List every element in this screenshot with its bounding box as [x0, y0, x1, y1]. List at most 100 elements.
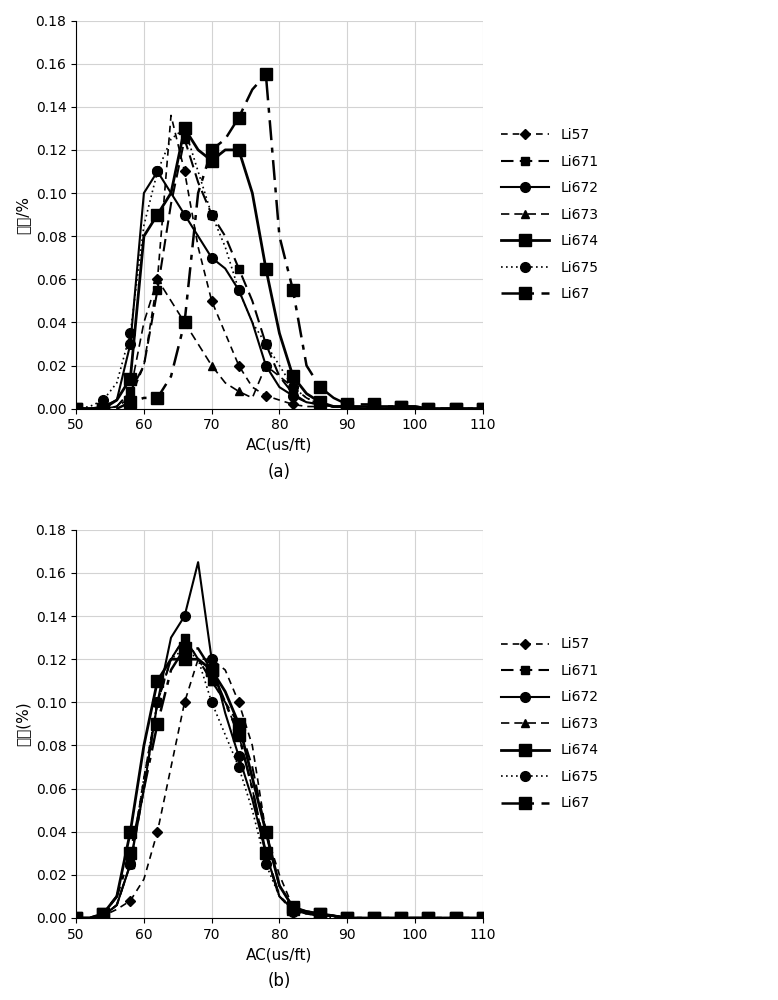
Li57	[247, 381, 257, 393]
Li67	[342, 912, 352, 924]
Li671	[180, 133, 189, 145]
Li675	[220, 729, 230, 741]
Li671	[194, 653, 203, 665]
Li672	[99, 910, 108, 922]
Li671	[126, 858, 135, 870]
Li673	[194, 338, 203, 350]
Li671	[99, 403, 108, 415]
Li674	[437, 403, 447, 415]
Li674	[464, 403, 474, 415]
Li675	[72, 912, 81, 924]
Li675	[112, 377, 121, 389]
Li673	[356, 403, 366, 415]
Li675	[261, 858, 271, 870]
X-axis label: AC(us/ft): AC(us/ft)	[246, 438, 313, 453]
Li67	[166, 370, 176, 382]
Li671	[247, 295, 257, 307]
Li57	[207, 295, 216, 307]
Li674	[397, 912, 406, 924]
Line: Li675: Li675	[72, 644, 488, 923]
Li674	[451, 912, 461, 924]
Li57	[410, 403, 419, 415]
Li671	[397, 912, 406, 924]
Li672	[247, 316, 257, 328]
Li674	[247, 772, 257, 784]
Li675	[261, 338, 271, 350]
Li57	[85, 403, 94, 415]
Li671	[424, 403, 433, 415]
Li675	[139, 219, 149, 231]
Li672	[152, 696, 162, 708]
Li67	[220, 696, 230, 708]
Li674	[329, 401, 338, 413]
Li674	[478, 403, 487, 415]
Li67	[166, 664, 176, 676]
Li672	[289, 390, 298, 402]
Li67	[126, 396, 135, 408]
Li672	[424, 403, 433, 415]
Li674	[234, 718, 244, 730]
Li675	[180, 122, 189, 134]
Li671	[410, 403, 419, 415]
Li67	[356, 398, 366, 410]
Li673	[275, 370, 284, 382]
Li675	[424, 403, 433, 415]
Li67	[72, 403, 81, 415]
Li675	[437, 912, 447, 924]
Li671	[342, 401, 352, 413]
Li675	[275, 890, 284, 902]
Li57	[315, 908, 324, 920]
Li57	[424, 403, 433, 415]
Li67	[424, 912, 433, 924]
Li674	[289, 370, 298, 382]
Line: Li672: Li672	[72, 557, 488, 923]
Li672	[72, 912, 81, 924]
Li674	[451, 403, 461, 415]
Li672	[315, 910, 324, 922]
Li57	[247, 739, 257, 751]
Li672	[356, 912, 366, 924]
Li674	[220, 144, 230, 156]
Li67	[410, 401, 419, 413]
Li675	[152, 165, 162, 177]
Li671	[152, 696, 162, 708]
Li57	[315, 401, 324, 413]
Li671	[383, 403, 392, 415]
Li675	[289, 906, 298, 918]
Li57	[194, 653, 203, 665]
Li674	[424, 912, 433, 924]
Li674	[85, 403, 94, 415]
Li671	[437, 403, 447, 415]
Li673	[451, 403, 461, 415]
Li674	[397, 401, 406, 413]
Li674	[85, 912, 94, 924]
Li673	[139, 772, 149, 784]
Li67	[464, 912, 474, 924]
Li57	[72, 403, 81, 415]
Li57	[220, 664, 230, 676]
Li673	[397, 403, 406, 415]
Li67	[247, 783, 257, 795]
Li675	[370, 403, 379, 415]
Li674	[152, 675, 162, 687]
Li57	[261, 826, 271, 838]
Li67	[356, 912, 366, 924]
Li675	[234, 761, 244, 773]
Li674	[478, 912, 487, 924]
Li67	[99, 908, 108, 920]
Li674	[72, 403, 81, 415]
Li57	[220, 327, 230, 339]
Li671	[302, 396, 311, 408]
Li673	[424, 912, 433, 924]
Li672	[72, 403, 81, 415]
Li672	[383, 912, 392, 924]
Li673	[302, 908, 311, 920]
Li67	[207, 144, 216, 156]
Li57	[126, 895, 135, 907]
Li57	[397, 403, 406, 415]
Li672	[437, 403, 447, 415]
Li67	[234, 112, 244, 124]
Li672	[139, 783, 149, 795]
Li67	[139, 783, 149, 795]
Li675	[166, 653, 176, 665]
